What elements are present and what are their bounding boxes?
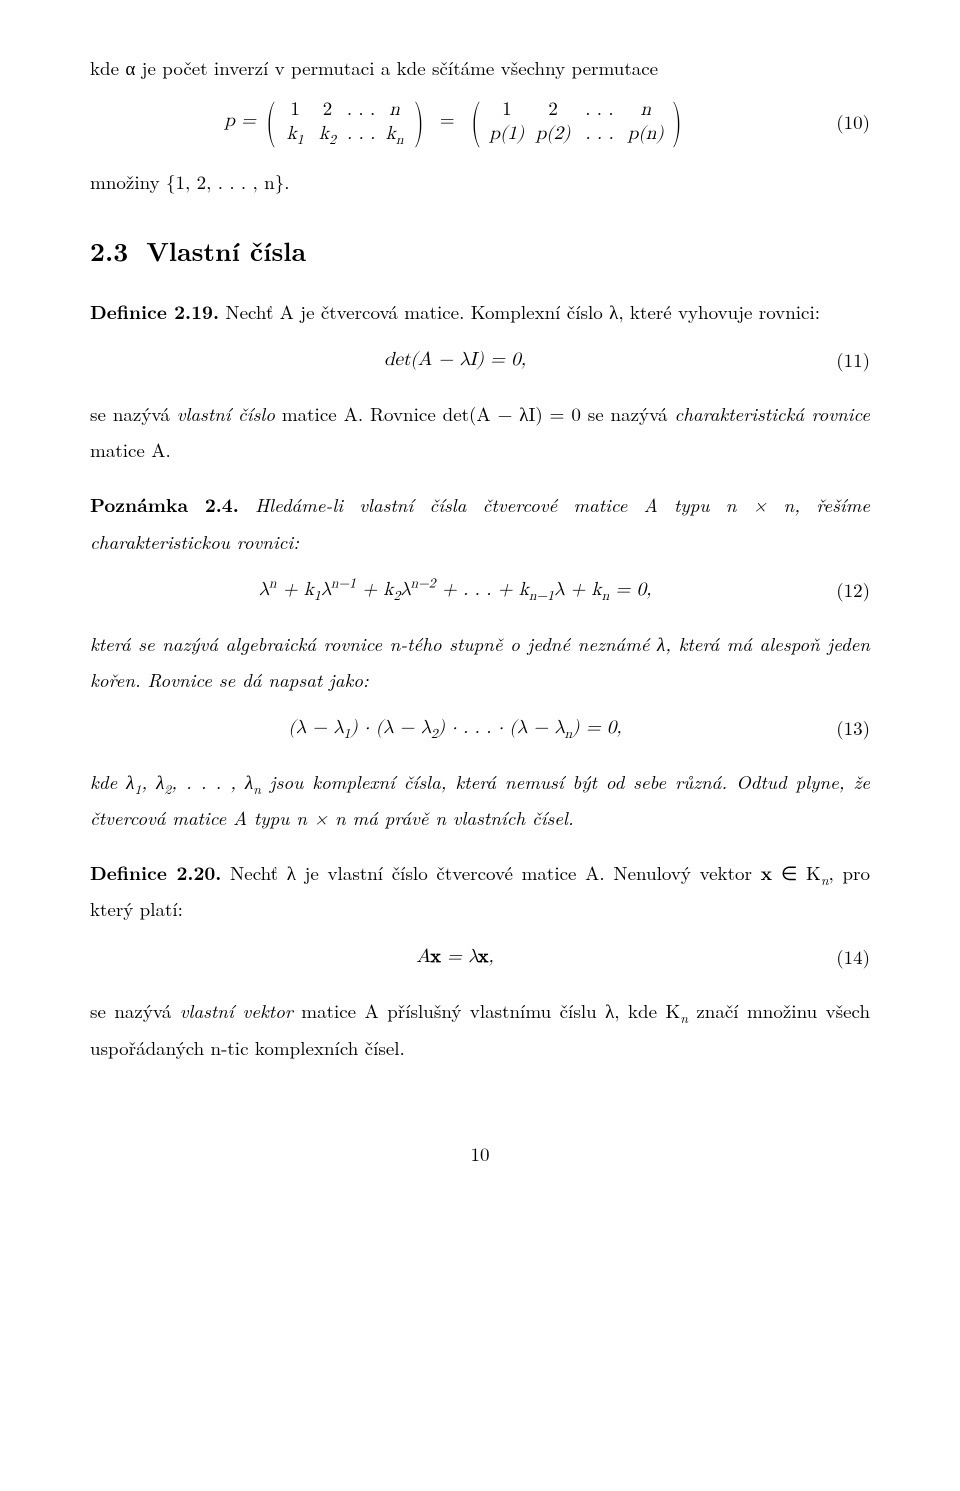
equation-11: det(A − λI) = 0, (11): [90, 342, 870, 378]
mat-cell: 1: [487, 98, 527, 122]
text: matice A. Rovnice det(A − λI) = 0 se naz…: [275, 400, 675, 427]
eq10-lead: p =: [224, 111, 256, 130]
text: ,: [488, 947, 493, 966]
mat-cell: p(2): [533, 122, 573, 146]
text: = 0,: [609, 580, 651, 599]
text: se nazývá: [90, 997, 180, 1024]
term: vlastní vektor: [180, 997, 293, 1024]
term: charakteristická rovnice: [674, 400, 870, 427]
paragraph-eigenvalue: se nazývá vlastní číslo matice A. Rovnic…: [90, 396, 870, 468]
text: Nechť λ je vlastní číslo čtvercové matic…: [221, 859, 760, 886]
text: , . . . , λ: [171, 768, 253, 795]
text: + . . . + k: [436, 580, 529, 599]
paragraph-set: množiny {1, 2, . . . , n}.: [90, 164, 870, 200]
definition-2-19: Definice 2.19. Nechť A je čtvercová mati…: [90, 293, 870, 330]
mat-cell: k: [287, 124, 297, 143]
text: ) · (λ − λ: [350, 718, 430, 737]
sub: 1: [314, 588, 321, 602]
paragraph-roots: kde λ1, λ2, . . . , λn jsou komplexní čí…: [90, 764, 870, 836]
sub: n: [821, 870, 829, 889]
eq-num-12: (12): [820, 572, 870, 608]
text: ) · . . . · (λ − λ: [438, 718, 565, 737]
text: , λ: [141, 768, 164, 795]
mat-cell: 1: [282, 98, 308, 122]
remark-2-4: Poznámka 2.4. Hledáme-li vlastní čísla č…: [90, 486, 870, 559]
text: λ: [259, 580, 269, 599]
text: ) = 0,: [572, 718, 622, 737]
text: matice A.: [90, 436, 171, 463]
term: vlastní číslo: [177, 400, 275, 427]
vector-x: x: [761, 858, 773, 886]
text: + k: [356, 580, 393, 599]
eq-num-10: (10): [820, 104, 870, 140]
paragraph-intro: kde α je počet inverzí v permutaci a kde…: [90, 50, 870, 86]
mat-cell: n: [382, 98, 408, 122]
text: kde λ: [90, 768, 134, 795]
equation-12: λn + k1λn−1 + k2λn−2 + . . . + kn−1λ + k…: [90, 572, 870, 608]
mat-cell: 2: [533, 98, 573, 122]
remark-lead: Poznámka 2.4.: [90, 490, 239, 518]
text: λ + k: [554, 580, 602, 599]
mat-cell: n: [626, 98, 666, 122]
sub: 2: [431, 727, 438, 741]
text: se nazývá: [90, 400, 177, 427]
section-heading: 2.3 Vlastní čísla: [90, 226, 870, 275]
mat-cell: 2: [315, 98, 341, 122]
sub: n−1: [529, 588, 554, 602]
subscript: n: [396, 133, 404, 147]
vector-x: x: [478, 947, 488, 966]
sup: n−2: [410, 576, 435, 590]
sub: n: [680, 1008, 688, 1027]
paragraph-algebraic: která se nazývá algebraická rovnice n-té…: [90, 626, 870, 698]
page-number: 10: [90, 1136, 870, 1172]
mat-cell: . . .: [579, 98, 619, 122]
text: A: [416, 947, 430, 966]
mat-cell: p(n): [626, 122, 666, 146]
equation-10: p = ( 1 2 . . . n k1 k2 . . . kn ) =: [90, 98, 870, 146]
section-number: 2.3: [90, 232, 128, 269]
equation-13: (λ − λ1) · (λ − λ2) · . . . · (λ − λn) =…: [90, 710, 870, 746]
definition-2-20: Definice 2.20. Nechť λ je vlastní číslo …: [90, 854, 870, 927]
eq-num-14: (14): [820, 939, 870, 975]
text: λ: [400, 580, 410, 599]
subscript: 2: [329, 133, 336, 147]
mat-cell: . . .: [347, 98, 375, 122]
text: = λ: [441, 947, 479, 966]
equation-14: Ax = λx, (14): [90, 939, 870, 975]
mat-cell: . . .: [347, 122, 375, 146]
section-title: Vlastní čísla: [146, 232, 306, 269]
vector-x: x: [431, 947, 441, 966]
text: matice A příslušný vlastnímu číslu λ, kd…: [293, 997, 680, 1024]
mat-cell: . . .: [579, 122, 619, 146]
paragraph-eigenvector: se nazývá vlastní vektor matice A příslu…: [90, 993, 870, 1065]
def-lead: Definice 2.19.: [90, 297, 219, 325]
eq10-mid: =: [440, 111, 455, 130]
text: ∈ K: [772, 859, 821, 886]
sub: n: [565, 727, 573, 741]
eq11-body: det(A − λI) = 0,: [90, 342, 820, 378]
def-body: Nechť A je čtvercová matice. Komplexní č…: [219, 298, 820, 325]
text: λ: [321, 580, 331, 599]
mat-cell: p(1): [487, 122, 527, 146]
mat-cell: k: [319, 124, 329, 143]
sub: n: [253, 779, 261, 798]
sup: n−1: [331, 576, 356, 590]
eq-num-13: (13): [820, 710, 870, 746]
subscript: 1: [297, 133, 304, 147]
text: + k: [276, 580, 313, 599]
eq-num-11: (11): [820, 342, 870, 378]
mat-cell: k: [386, 124, 396, 143]
def-lead: Definice 2.20.: [90, 858, 221, 886]
text: (λ − λ: [288, 718, 343, 737]
